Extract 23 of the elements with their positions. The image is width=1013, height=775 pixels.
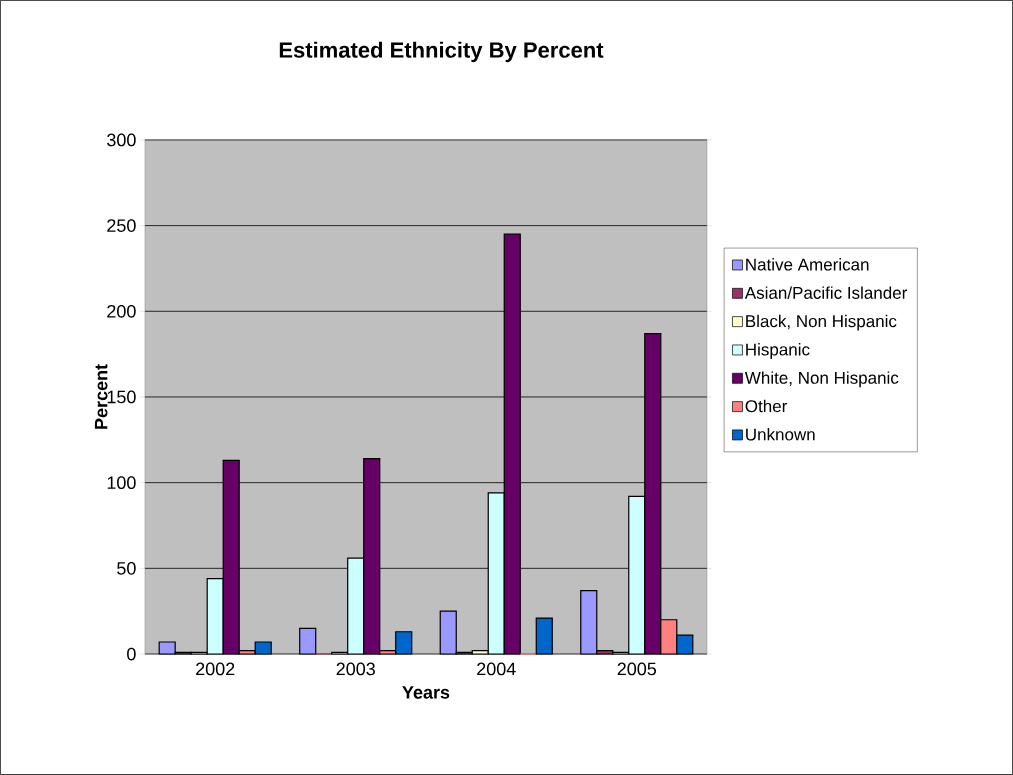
legend-label: Other <box>745 399 788 413</box>
x-tick-label: 2005 <box>617 662 657 676</box>
legend-label: Native American <box>746 258 869 271</box>
x-axis-title: Years <box>402 686 450 699</box>
y-axis-title: Percent <box>94 364 108 429</box>
legend-label: Hispanic <box>746 343 810 359</box>
y-tick-label: 100 <box>107 476 136 490</box>
legend-label: Black, Non Hispanic <box>746 314 897 331</box>
x-tick-label: 2003 <box>336 662 375 676</box>
chart-title: Estimated Ethnicity By Percent <box>279 41 604 63</box>
y-tick-label: 300 <box>107 133 136 147</box>
bar <box>299 627 317 655</box>
legend-label: Asian/Pacific Islander <box>744 286 908 299</box>
legend-label: White, Non Hispanic <box>744 371 899 388</box>
bar <box>535 617 553 655</box>
x-tick-label: 2004 <box>477 662 516 676</box>
x-tick-label: 2002 <box>196 662 235 676</box>
y-tick-label: 50 <box>117 561 136 575</box>
y-tick-label: 200 <box>107 304 136 318</box>
legend-label: Unknown <box>746 428 815 441</box>
y-tick-label: 250 <box>107 219 136 232</box>
y-tick-label: 150 <box>107 390 136 404</box>
y-tick-label: 0 <box>127 647 136 661</box>
